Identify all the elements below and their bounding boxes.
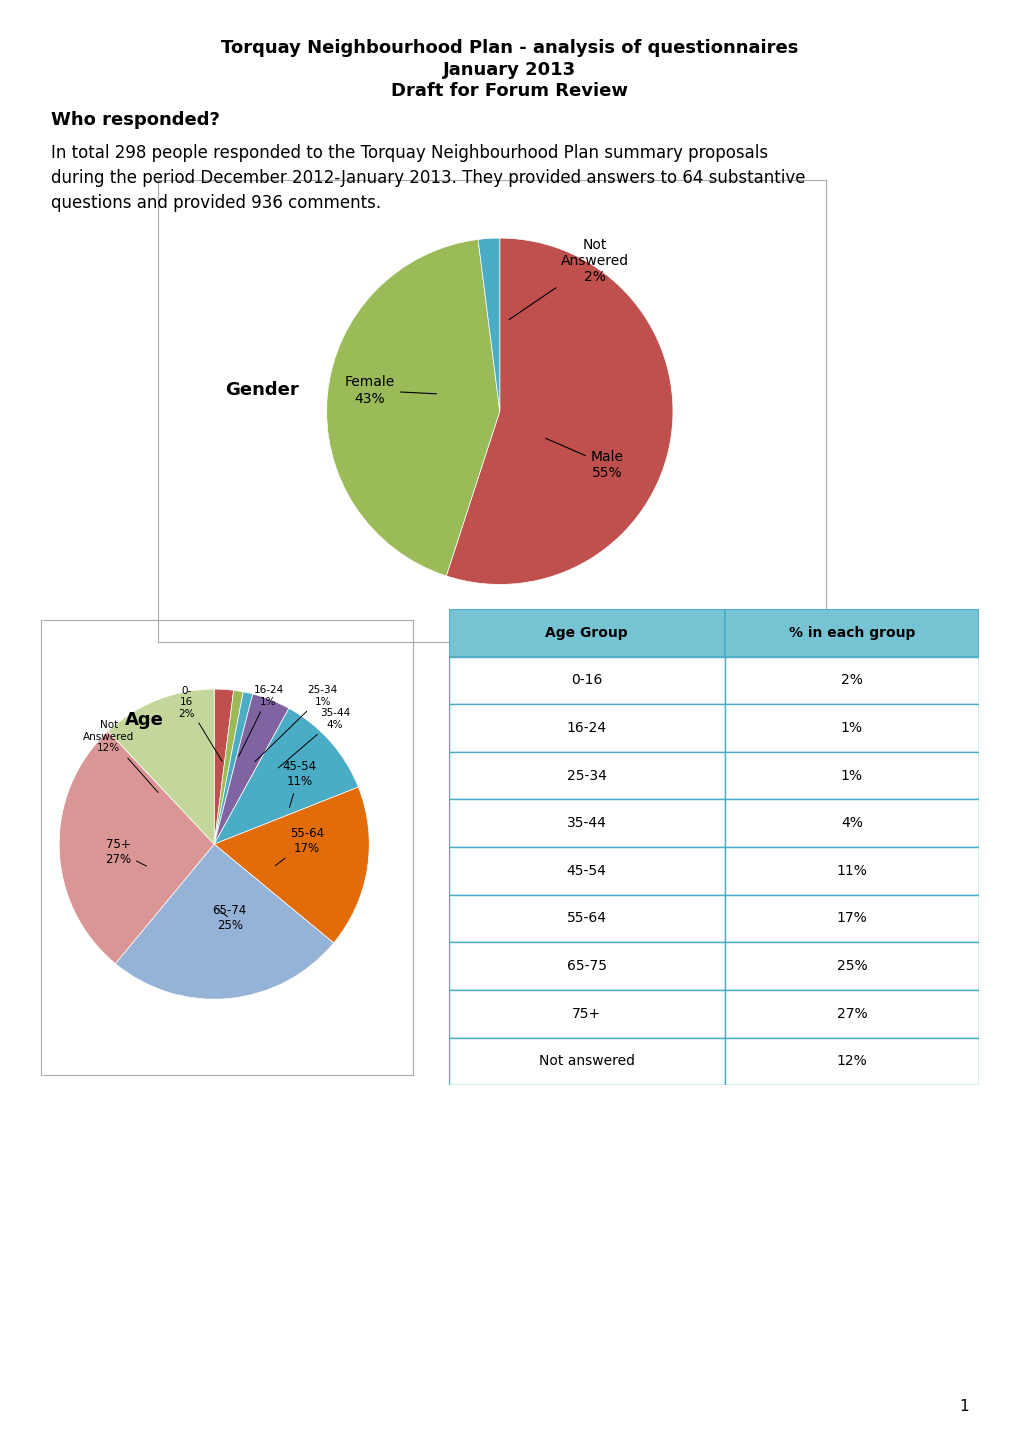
FancyBboxPatch shape: [448, 1038, 723, 1085]
FancyBboxPatch shape: [723, 1038, 978, 1085]
FancyBboxPatch shape: [723, 752, 978, 799]
Text: Age: Age: [125, 711, 164, 729]
FancyBboxPatch shape: [723, 990, 978, 1038]
Wedge shape: [115, 844, 333, 999]
FancyBboxPatch shape: [448, 657, 723, 704]
Wedge shape: [446, 238, 673, 584]
Text: Who responded?: Who responded?: [51, 111, 220, 128]
Wedge shape: [214, 694, 288, 844]
Text: 45-54
11%: 45-54 11%: [282, 760, 316, 808]
Text: Draft for Forum Review: Draft for Forum Review: [391, 82, 628, 100]
Text: Gender: Gender: [224, 381, 299, 398]
Text: 25%: 25%: [836, 960, 866, 973]
Text: 1%: 1%: [840, 769, 862, 782]
FancyBboxPatch shape: [723, 799, 978, 847]
Text: 65-75: 65-75: [567, 960, 606, 973]
Text: 65-74
25%: 65-74 25%: [212, 905, 247, 932]
Text: 75+: 75+: [572, 1007, 600, 1020]
Text: 4%: 4%: [840, 817, 862, 830]
Text: 0-16: 0-16: [571, 674, 602, 687]
Text: Male
55%: Male 55%: [545, 439, 623, 481]
Text: 25-34: 25-34: [567, 769, 606, 782]
Wedge shape: [214, 709, 358, 844]
Text: 12%: 12%: [836, 1055, 866, 1068]
Text: Not
Answered
12%: Not Answered 12%: [84, 720, 158, 792]
Text: 1%: 1%: [840, 722, 862, 734]
Text: 11%: 11%: [836, 864, 866, 877]
Text: 1: 1: [959, 1400, 968, 1414]
Wedge shape: [214, 690, 243, 844]
Text: % in each group: % in each group: [788, 626, 914, 639]
Text: 55-64: 55-64: [567, 912, 606, 925]
Text: 25-34
1%: 25-34 1%: [255, 685, 337, 762]
Text: 45-54: 45-54: [567, 864, 606, 877]
FancyBboxPatch shape: [448, 609, 723, 657]
Text: 17%: 17%: [836, 912, 866, 925]
Text: In total 298 people responded to the Torquay Neighbourhood Plan summary proposal: In total 298 people responded to the Tor…: [51, 144, 805, 212]
FancyBboxPatch shape: [723, 609, 978, 657]
FancyBboxPatch shape: [448, 799, 723, 847]
FancyBboxPatch shape: [448, 752, 723, 799]
Text: 27%: 27%: [836, 1007, 866, 1020]
FancyBboxPatch shape: [448, 704, 723, 752]
Wedge shape: [59, 732, 214, 964]
Text: 0-
16
2%: 0- 16 2%: [178, 685, 222, 760]
Text: 16-24
1%: 16-24 1%: [238, 685, 283, 756]
Text: 55-64
17%: 55-64 17%: [275, 827, 324, 866]
FancyBboxPatch shape: [723, 942, 978, 990]
Wedge shape: [108, 690, 214, 844]
Text: 35-44: 35-44: [567, 817, 606, 830]
Wedge shape: [326, 240, 499, 576]
Text: Not
Answered
2%: Not Answered 2%: [508, 238, 629, 320]
Text: 35-44
4%: 35-44 4%: [278, 709, 350, 768]
FancyBboxPatch shape: [723, 657, 978, 704]
Wedge shape: [214, 691, 253, 844]
Text: Age Group: Age Group: [545, 626, 628, 639]
Wedge shape: [214, 786, 369, 942]
Text: Not answered: Not answered: [538, 1055, 634, 1068]
FancyBboxPatch shape: [448, 847, 723, 895]
FancyBboxPatch shape: [448, 942, 723, 990]
FancyBboxPatch shape: [723, 704, 978, 752]
Wedge shape: [214, 690, 233, 844]
Text: 2%: 2%: [840, 674, 862, 687]
Text: Torquay Neighbourhood Plan - analysis of questionnaires: Torquay Neighbourhood Plan - analysis of…: [221, 39, 798, 56]
Text: 75+
27%: 75+ 27%: [105, 838, 147, 866]
Text: Female
43%: Female 43%: [344, 375, 436, 405]
FancyBboxPatch shape: [448, 990, 723, 1038]
FancyBboxPatch shape: [723, 847, 978, 895]
Text: 16-24: 16-24: [567, 722, 606, 734]
FancyBboxPatch shape: [448, 895, 723, 942]
FancyBboxPatch shape: [723, 895, 978, 942]
Text: January 2013: January 2013: [443, 61, 576, 78]
Wedge shape: [478, 238, 499, 411]
